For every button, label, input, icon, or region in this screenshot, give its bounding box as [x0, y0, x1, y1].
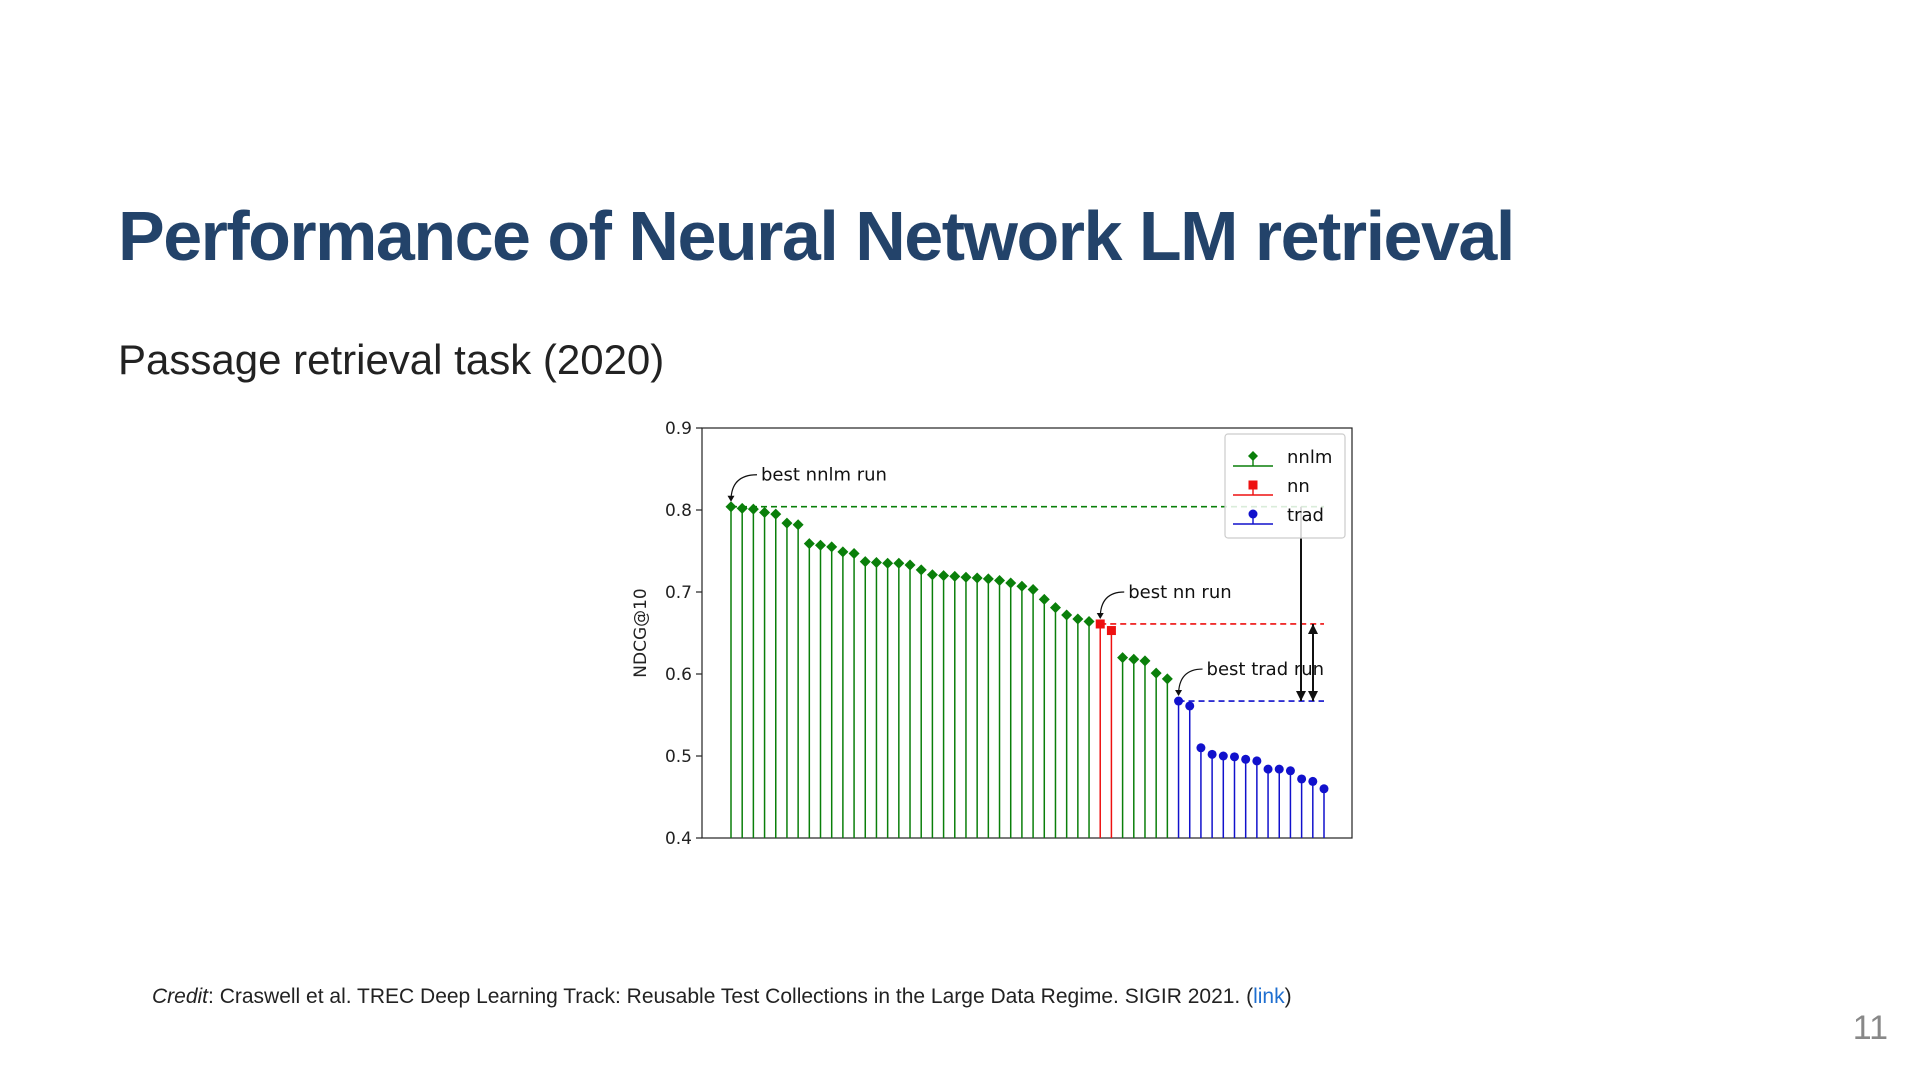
marker-trad: [1229, 752, 1239, 762]
marker-nn: [1095, 619, 1105, 629]
marker-nnlm: [803, 538, 815, 550]
marker-nnlm: [949, 570, 961, 582]
ndcg-chart: 0.4 0.5 0.6 0.7 0.8 0.9 NDCG@10 best nnlm run be…: [620, 410, 1360, 860]
marker-nnlm: [837, 546, 849, 558]
marker-nnlm: [1128, 653, 1140, 665]
marker-nnlm: [994, 575, 1006, 587]
annotation-label: best nn run: [1128, 582, 1231, 603]
slide-title: Performance of Neural Network LM retriev…: [118, 197, 1515, 275]
marker-trad: [1252, 756, 1262, 766]
annotation-arrowhead: [1096, 612, 1104, 619]
credit-link[interactable]: link: [1253, 985, 1285, 1008]
marker-nnlm: [1117, 652, 1129, 664]
gap-arrow-nn-trad-tail: [1308, 623, 1318, 634]
marker-nnlm: [781, 517, 793, 529]
marker-nnlm: [938, 570, 950, 582]
marker-nn: [1106, 626, 1116, 636]
y-tick-label: 0.7: [665, 583, 692, 603]
y-tick-label: 0.4: [665, 829, 692, 849]
credit-line: Credit: Craswell et al. TREC Deep Learni…: [152, 985, 1292, 1009]
gap-arrow-nnlm-trad-head: [1296, 691, 1306, 702]
marker-trad: [1196, 743, 1206, 753]
marker-trad: [1207, 749, 1217, 759]
slide-subtitle: Passage retrieval task (2020): [118, 336, 665, 383]
legend-label-nnlm: nnlm: [1287, 447, 1332, 468]
credit-text: : Craswell et al. TREC Deep Learning Tra…: [208, 985, 1254, 1008]
marker-nnlm: [848, 547, 860, 559]
gap-arrow-nn-trad-head: [1308, 691, 1318, 702]
marker-nnlm: [1139, 655, 1151, 667]
y-axis-label: NDCG@10: [631, 588, 651, 677]
marker-nnlm: [915, 564, 927, 576]
marker-nnlm: [1049, 602, 1061, 614]
y-tick-label: 0.8: [665, 501, 692, 521]
page-number: 11: [1852, 1009, 1888, 1047]
marker-nnlm: [859, 556, 871, 568]
marker-nnlm: [1016, 580, 1028, 592]
marker-trad: [1274, 764, 1284, 774]
marker-nnlm: [792, 519, 804, 531]
marker-trad: [1285, 766, 1295, 776]
annotation-arrowhead: [1175, 690, 1183, 697]
marker-nnlm: [882, 557, 894, 569]
annotation-label: best trad run: [1207, 659, 1325, 680]
marker-nnlm: [904, 559, 916, 571]
annotation-arrow: [730, 474, 758, 501]
marker-nnlm: [826, 541, 838, 553]
legend-marker-trad: [1248, 509, 1258, 519]
marker-nnlm: [893, 557, 905, 569]
marker-trad: [1185, 701, 1195, 711]
marker-trad: [1319, 784, 1329, 794]
marker-trad: [1218, 751, 1228, 761]
annotation-arrow: [1177, 668, 1203, 696]
marker-nnlm: [1027, 584, 1039, 596]
legend-marker-nnlm: [1248, 451, 1258, 461]
marker-nnlm: [870, 556, 882, 568]
marker-nnlm: [1150, 667, 1162, 679]
legend-label-nn: nn: [1287, 476, 1310, 497]
annotation-arrow: [1099, 591, 1125, 618]
plot-frame: [701, 427, 1353, 839]
marker-nnlm: [747, 503, 759, 515]
marker-nnlm: [725, 501, 737, 513]
marker-trad: [1308, 776, 1318, 786]
y-tick-label: 0.5: [665, 747, 692, 767]
marker-nnlm: [982, 573, 994, 585]
marker-nnlm: [759, 506, 771, 518]
marker-nnlm: [815, 539, 827, 551]
y-tick-label: 0.6: [665, 665, 692, 685]
marker-nnlm: [971, 572, 983, 584]
marker-nnlm: [736, 502, 748, 514]
marker-nnlm: [960, 571, 972, 583]
credit-close: ): [1284, 985, 1292, 1008]
marker-trad: [1263, 764, 1273, 774]
marker-trad: [1297, 774, 1307, 784]
legend-label-trad: trad: [1287, 505, 1324, 526]
marker-trad: [1241, 754, 1251, 764]
marker-trad: [1174, 696, 1184, 706]
marker-nnlm: [770, 508, 782, 520]
y-tick-label: 0.9: [665, 419, 692, 439]
legend-marker-nn: [1248, 480, 1258, 490]
marker-nnlm: [1161, 673, 1173, 685]
marker-nnlm: [1072, 613, 1084, 625]
annotation-label: best nnlm run: [761, 465, 887, 486]
credit-label: Credit: [152, 985, 209, 1008]
ndcg-chart-svg: 0.4 0.5 0.6 0.7 0.8 0.9 NDCG@10 best nnlm run be…: [631, 419, 1353, 849]
marker-nnlm: [926, 569, 938, 581]
marker-nnlm: [1061, 609, 1073, 621]
marker-nnlm: [1083, 616, 1095, 628]
marker-nnlm: [1005, 577, 1017, 589]
marker-nnlm: [1038, 593, 1050, 605]
annotation-arrowhead: [727, 495, 735, 502]
